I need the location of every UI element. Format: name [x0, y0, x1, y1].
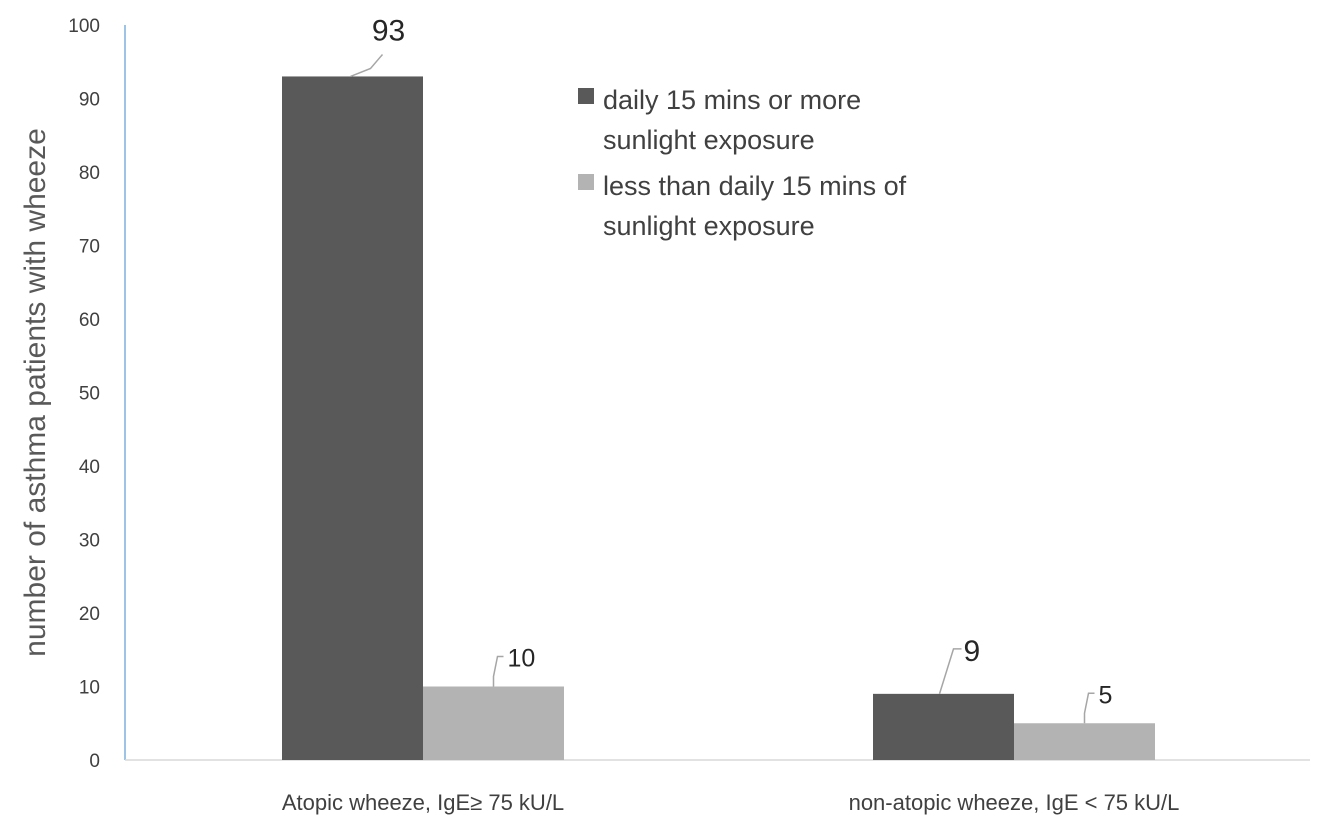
y-tick-label: 30 [79, 531, 100, 552]
data-label: 9 [964, 635, 981, 668]
category-label: Atopic wheeze, IgE≥ 75 kU/L [282, 790, 564, 815]
legend-label: daily 15 mins or more [603, 85, 861, 115]
data-label-leader [938, 648, 962, 695]
data-label-leader [492, 655, 504, 687]
y-tick-label: 20 [79, 604, 100, 625]
y-tick-label: 60 [79, 310, 100, 331]
data-label-leader [350, 53, 384, 78]
legend-label: sunlight exposure [603, 211, 815, 241]
y-axis-ticks: 0 10 20 30 40 50 60 70 80 90 100 [68, 16, 100, 772]
bar [1014, 723, 1155, 760]
bar [423, 686, 564, 760]
legend-swatch [578, 174, 594, 190]
y-tick-label: 0 [89, 751, 100, 772]
y-tick-label: 80 [79, 163, 100, 184]
y-tick-label: 50 [79, 384, 100, 405]
data-label-leaders [350, 53, 1095, 724]
y-axis-title: number of asthma patients with wheeze [19, 128, 52, 657]
category-labels: Atopic wheeze, IgE≥ 75 kU/L non-atopic wh… [282, 790, 1180, 815]
legend: daily 15 mins or more sunlight exposure le… [578, 85, 907, 241]
bar [873, 693, 1014, 760]
legend-label: less than daily 15 mins of [603, 171, 907, 201]
bar [282, 76, 423, 760]
data-label: 5 [1099, 681, 1113, 709]
y-tick-label: 10 [79, 678, 100, 699]
y-tick-label: 90 [79, 90, 100, 111]
category-label: non-atopic wheeze, IgE < 75 kU/L [849, 790, 1180, 815]
data-label: 10 [508, 645, 536, 673]
bars [282, 76, 1155, 760]
data-labels: 93 10 9 5 [372, 14, 1113, 709]
data-label: 93 [372, 14, 405, 47]
legend-label: sunlight exposure [603, 125, 815, 155]
y-tick-label: 100 [68, 16, 100, 37]
y-tick-label: 40 [79, 457, 100, 478]
y-tick-label: 70 [79, 237, 100, 258]
data-label-leader [1083, 692, 1095, 724]
legend-swatch [578, 88, 594, 104]
